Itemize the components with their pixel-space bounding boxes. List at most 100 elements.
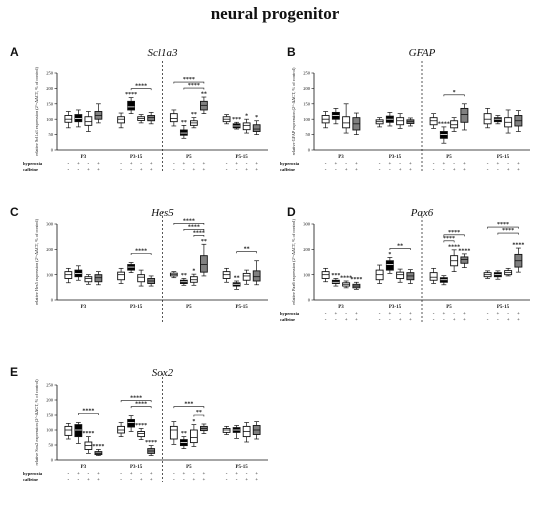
y-tick-label: 200 xyxy=(46,398,54,403)
group-label: P5-15 xyxy=(236,465,249,470)
bracket-line xyxy=(183,228,205,231)
legend-sign: + xyxy=(255,168,258,173)
legend-sign: - xyxy=(497,318,499,323)
significance-mark: **** xyxy=(82,431,94,437)
legend-sign: + xyxy=(130,162,133,167)
box-hyperoxia xyxy=(127,97,135,115)
significance-mark: ** xyxy=(201,92,207,98)
legend-sign: + xyxy=(453,318,456,323)
bracket-label: **** xyxy=(183,218,195,224)
legend-sign: - xyxy=(507,162,509,167)
group-label: P5-15 xyxy=(497,305,510,310)
legend-sign: - xyxy=(78,478,80,483)
box-caffeine xyxy=(137,269,146,287)
comparison-bracket: **** xyxy=(443,236,455,243)
legend-sign: - xyxy=(487,318,489,323)
box-body xyxy=(429,117,438,126)
legend-sign: - xyxy=(140,472,142,477)
significance-mark: **** xyxy=(340,276,352,282)
bracket-line xyxy=(193,414,205,417)
bracket-label: **** xyxy=(135,402,147,408)
box-body xyxy=(190,429,198,444)
legend-row-label: caffeine xyxy=(280,317,295,322)
significance-mark: **** xyxy=(350,277,362,283)
y-axis-label: relative Pax6 expression (2^-ΔΔCT, % of … xyxy=(291,219,297,305)
significance-mark: ** xyxy=(201,239,207,245)
significance-mark: ** xyxy=(234,276,240,282)
y-tick-label: 0 xyxy=(51,298,54,303)
legend-sign: + xyxy=(409,162,412,167)
legend-sign: + xyxy=(182,472,185,477)
legend-sign: + xyxy=(517,318,520,323)
group-label: P5-15 xyxy=(236,155,249,160)
group-label: P3 xyxy=(81,305,87,310)
group-label: P5 xyxy=(186,155,192,160)
bracket-line xyxy=(130,406,152,409)
figure-title: neural progenitor xyxy=(210,4,340,23)
significance-mark: *** xyxy=(331,273,340,279)
significance-mark: ** xyxy=(181,431,187,437)
box-body xyxy=(127,419,135,428)
box-caffeine xyxy=(190,117,198,129)
y-tick-label: 100 xyxy=(46,428,54,433)
box-hyperoxia xyxy=(179,436,188,449)
legend-sign: + xyxy=(97,168,100,173)
box-hyperoxia xyxy=(439,275,448,286)
legend-sign: - xyxy=(173,168,175,173)
box-body xyxy=(493,117,502,123)
box-control xyxy=(64,111,73,129)
group-label: P3 xyxy=(338,305,344,310)
panel-letter: C xyxy=(10,205,19,219)
y-tick-label: 200 xyxy=(46,247,54,252)
comparison-bracket: ** xyxy=(193,410,205,417)
comparison-bracket: **** xyxy=(120,396,152,403)
group-label: P3-15 xyxy=(389,155,402,160)
comparison-bracket: **** xyxy=(193,230,205,237)
legend-row-label: hyperoxia xyxy=(23,161,43,166)
box-body xyxy=(169,425,178,440)
legend-sign: - xyxy=(379,162,381,167)
y-tick-label: 150 xyxy=(303,101,311,106)
legend-sign: - xyxy=(88,472,90,477)
significance-mark: **** xyxy=(512,243,524,249)
box-hyperoxia xyxy=(385,257,394,274)
bracket-label: **** xyxy=(193,230,205,236)
legend-sign: - xyxy=(379,168,381,173)
bracket-line xyxy=(183,87,205,90)
bracket-label: * xyxy=(453,90,456,96)
legend-sign: - xyxy=(88,162,90,167)
box-hyperoxia+caffeine xyxy=(147,112,156,125)
legend-sign: - xyxy=(246,162,248,167)
bracket-label: **** xyxy=(188,224,200,230)
bracket-line xyxy=(130,253,152,256)
legend-sign: + xyxy=(97,472,100,477)
y-tick-label: 0 xyxy=(51,458,54,463)
y-tick-label: 250 xyxy=(303,71,311,76)
significance-mark: **** xyxy=(438,121,450,127)
legend-sign: - xyxy=(345,162,347,167)
box-hyperoxia+caffeine xyxy=(352,281,361,290)
legend-row-label: hyperoxia xyxy=(23,471,43,476)
legend-sign: + xyxy=(140,168,143,173)
panel-letter: D xyxy=(287,205,296,219)
legend-sign: + xyxy=(192,168,195,173)
box-caffeine xyxy=(450,117,459,132)
y-tick-label: 100 xyxy=(303,117,311,122)
significance-mark: * xyxy=(255,115,258,121)
significance-mark: *** xyxy=(232,117,241,123)
legend-sign: - xyxy=(433,312,435,317)
group-label: P3-15 xyxy=(130,305,143,310)
legend-sign: - xyxy=(68,162,70,167)
legend-sign: + xyxy=(87,168,90,173)
y-tick-label: 250 xyxy=(46,383,54,388)
box-control xyxy=(117,112,125,129)
comparison-bracket: **** xyxy=(183,83,205,90)
box-control xyxy=(64,267,73,284)
box-hyperoxia+caffeine xyxy=(252,120,261,135)
box-caffeine xyxy=(190,424,198,447)
box-control xyxy=(169,109,178,127)
legend-sign: - xyxy=(379,318,381,323)
legend-sign: + xyxy=(255,478,258,483)
legend-sign: - xyxy=(183,478,185,483)
